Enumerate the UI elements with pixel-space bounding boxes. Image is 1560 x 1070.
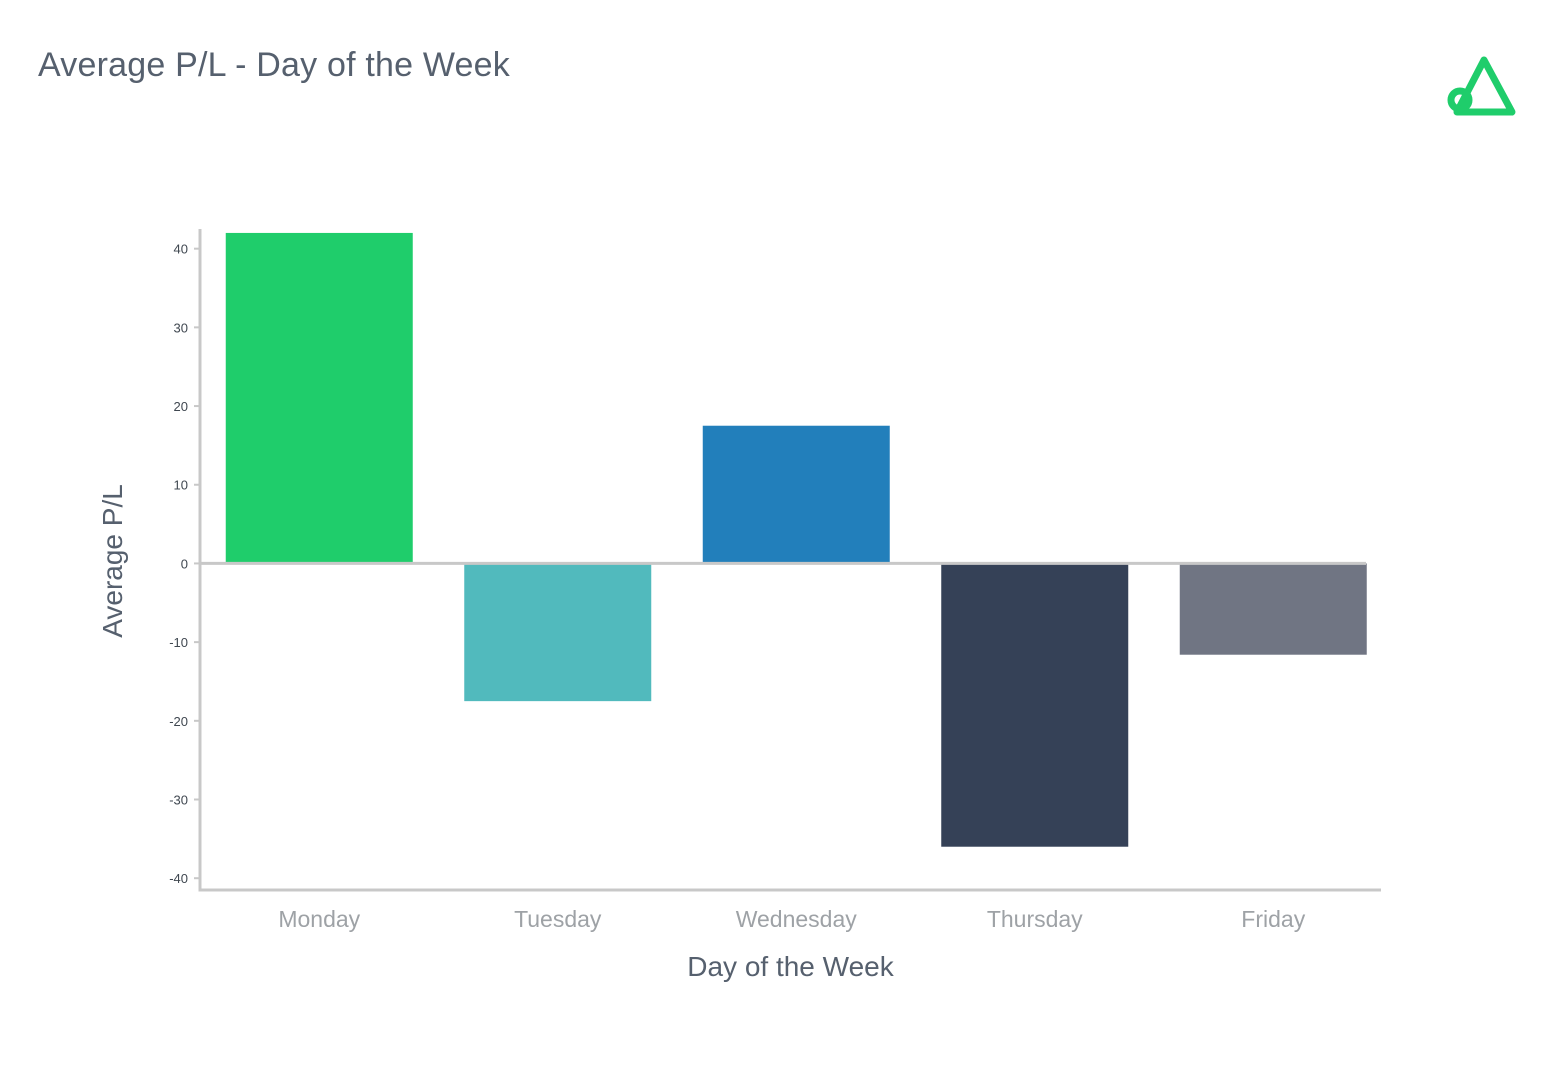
y-tick-label: -40 xyxy=(169,871,188,886)
x-axis-title: Day of the Week xyxy=(687,951,894,982)
x-category-label-wednesday: Wednesday xyxy=(736,906,858,932)
y-tick-label: 40 xyxy=(174,242,188,257)
bars-layer xyxy=(225,232,1367,847)
y-tick-label: 20 xyxy=(174,399,188,414)
y-tick-label: -30 xyxy=(169,793,188,808)
bar-wednesday xyxy=(702,425,890,564)
x-category-label-thursday: Thursday xyxy=(987,906,1083,932)
y-ticks: 40 30 20 10 0 -10 -20 -30 -40 xyxy=(169,242,200,886)
y-tick-label: -10 xyxy=(169,635,188,650)
bar-thursday xyxy=(941,563,1129,847)
x-category-labels: Monday Tuesday Wednesday Thursday Friday xyxy=(278,906,1305,932)
bar-friday xyxy=(1179,563,1367,655)
chart-title: Average P/L - Day of the Week xyxy=(38,46,510,84)
x-category-label-monday: Monday xyxy=(278,906,360,932)
bar-monday xyxy=(225,232,413,564)
y-axis-title: Average P/L xyxy=(97,484,128,638)
y-tick-label: 10 xyxy=(174,478,188,493)
x-category-label-tuesday: Tuesday xyxy=(514,906,602,932)
x-category-label-friday: Friday xyxy=(1241,906,1305,932)
axes-layer xyxy=(198,229,1381,892)
y-tick-label: 30 xyxy=(174,320,188,335)
y-tick-label: -20 xyxy=(169,714,188,729)
bar-tuesday xyxy=(464,563,652,702)
brand-logo-icon xyxy=(1447,56,1516,116)
y-tick-label: 0 xyxy=(181,556,188,571)
